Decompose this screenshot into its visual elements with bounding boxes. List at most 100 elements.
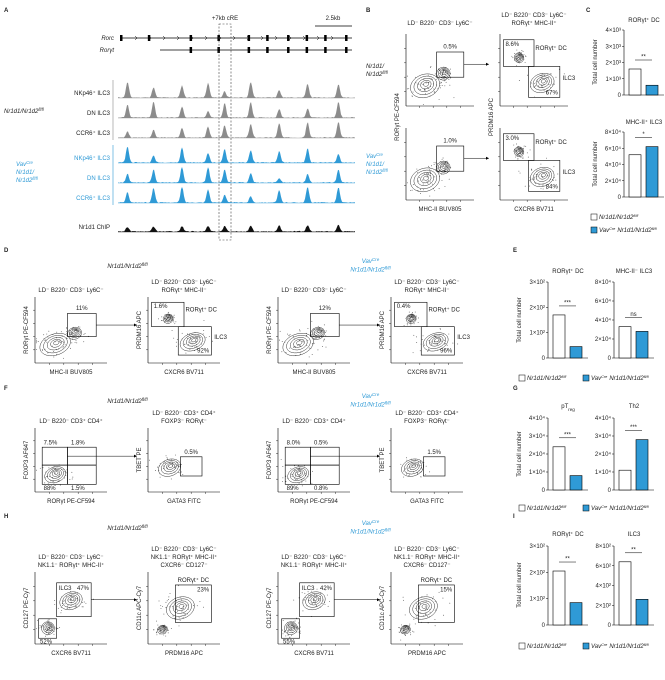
event-dot — [37, 619, 38, 621]
strand-arrow — [344, 35, 348, 41]
event-dot — [36, 349, 38, 351]
event-dot — [552, 179, 554, 181]
y-tick-label: 6×10⁴ — [605, 145, 622, 152]
gate — [503, 133, 535, 161]
event-dot — [285, 475, 287, 477]
y-tick-label: 8×10⁴ — [605, 129, 622, 136]
event-dot — [420, 193, 422, 194]
event-dot — [167, 467, 169, 469]
chart-title: RORγt⁺ DC — [552, 268, 584, 275]
superscript: fl/fl — [142, 524, 149, 529]
contour — [421, 604, 428, 609]
event-dot — [161, 319, 162, 321]
contour — [517, 54, 522, 59]
superscript: fl/fl — [32, 176, 38, 181]
significance: *** — [564, 432, 572, 438]
bar — [645, 84, 659, 96]
event-dot — [278, 339, 280, 341]
event-dot — [409, 623, 411, 625]
event-dot — [426, 86, 428, 88]
event-dot — [406, 459, 408, 461]
genotype-part: Nr1d1/ — [609, 376, 628, 382]
event-dot — [533, 176, 535, 178]
panel-letter: I — [513, 514, 515, 520]
event-dot — [313, 339, 315, 340]
contour — [515, 53, 524, 62]
event-dot — [415, 615, 417, 617]
event-dot — [425, 474, 427, 476]
track-label: NKp46⁺ ILC3 — [74, 90, 111, 97]
event-dot — [64, 471, 66, 472]
event-dot — [51, 345, 53, 347]
gate-label: 55% — [283, 639, 296, 645]
event-dot — [64, 477, 66, 479]
chart-title: RORγt⁺ DC — [628, 17, 660, 24]
signal-track — [118, 122, 355, 138]
event-dot — [205, 337, 207, 338]
event-dot — [83, 341, 85, 343]
event-dot — [163, 613, 165, 615]
event-dot — [428, 173, 430, 175]
event-dot — [182, 474, 184, 476]
significance: ** — [565, 557, 570, 563]
bar — [618, 326, 632, 359]
contour — [317, 330, 321, 333]
exon — [189, 35, 193, 41]
contour — [169, 598, 192, 617]
event-dot — [417, 190, 419, 191]
event-dot — [518, 170, 520, 172]
event-dot — [171, 330, 173, 332]
event-dot — [516, 143, 518, 145]
event-dot — [428, 349, 430, 351]
gene-name: Rorc — [101, 36, 114, 42]
contour — [47, 467, 64, 481]
event-dot — [449, 68, 451, 70]
event-dot — [157, 466, 159, 468]
y-tick-label: 3×10³ — [605, 44, 621, 50]
axis-label: TBET PE — [380, 448, 386, 473]
gate — [180, 456, 203, 477]
event-dot — [48, 627, 50, 629]
contour — [407, 314, 416, 323]
y-tick-label: 2×10⁴ — [529, 451, 546, 458]
event-dot — [189, 349, 191, 350]
event-dot — [70, 347, 71, 349]
event-dot — [162, 462, 164, 464]
arrow-head — [134, 598, 137, 602]
gate-label: 0.4% — [397, 304, 411, 310]
contour — [67, 326, 82, 340]
event-dot — [425, 465, 427, 467]
event-dot — [195, 336, 197, 338]
gate-header: NK1.1⁻ RORγt⁺ MHC-II⁺ — [281, 562, 348, 569]
genotype-label: Nr1d2fl/fl — [16, 176, 39, 185]
legend-swatch — [518, 374, 526, 382]
event-dot — [428, 165, 430, 167]
event-dot — [65, 596, 67, 598]
event-dot — [196, 605, 198, 607]
event-dot — [177, 610, 178, 612]
event-dot — [323, 338, 325, 340]
event-dot — [285, 352, 287, 353]
event-dot — [83, 333, 85, 335]
gate-header: LD⁻ B220⁻ CD3⁻ Ly6C⁻ — [281, 555, 346, 561]
contour — [409, 463, 418, 470]
event-dot — [49, 476, 50, 477]
arrow-head — [377, 454, 380, 458]
contour — [285, 622, 297, 634]
superscript: fl/fl — [38, 107, 44, 112]
contour — [308, 594, 322, 606]
arrow-head — [134, 323, 137, 327]
event-dot — [439, 169, 441, 171]
significance: ** — [641, 55, 646, 61]
gate-header: LD⁻ B220⁻ CD3⁻ Ly6C⁻ — [151, 547, 216, 553]
contour — [294, 470, 303, 477]
event-dot — [53, 350, 54, 352]
event-dot — [429, 77, 431, 79]
event-dot — [518, 80, 520, 81]
event-dot — [316, 588, 318, 590]
arrow-head — [377, 323, 380, 327]
gate — [67, 464, 97, 485]
event-dot — [414, 623, 416, 625]
event-dot — [154, 470, 156, 471]
y-tick-label: 4×10⁴ — [605, 162, 622, 169]
